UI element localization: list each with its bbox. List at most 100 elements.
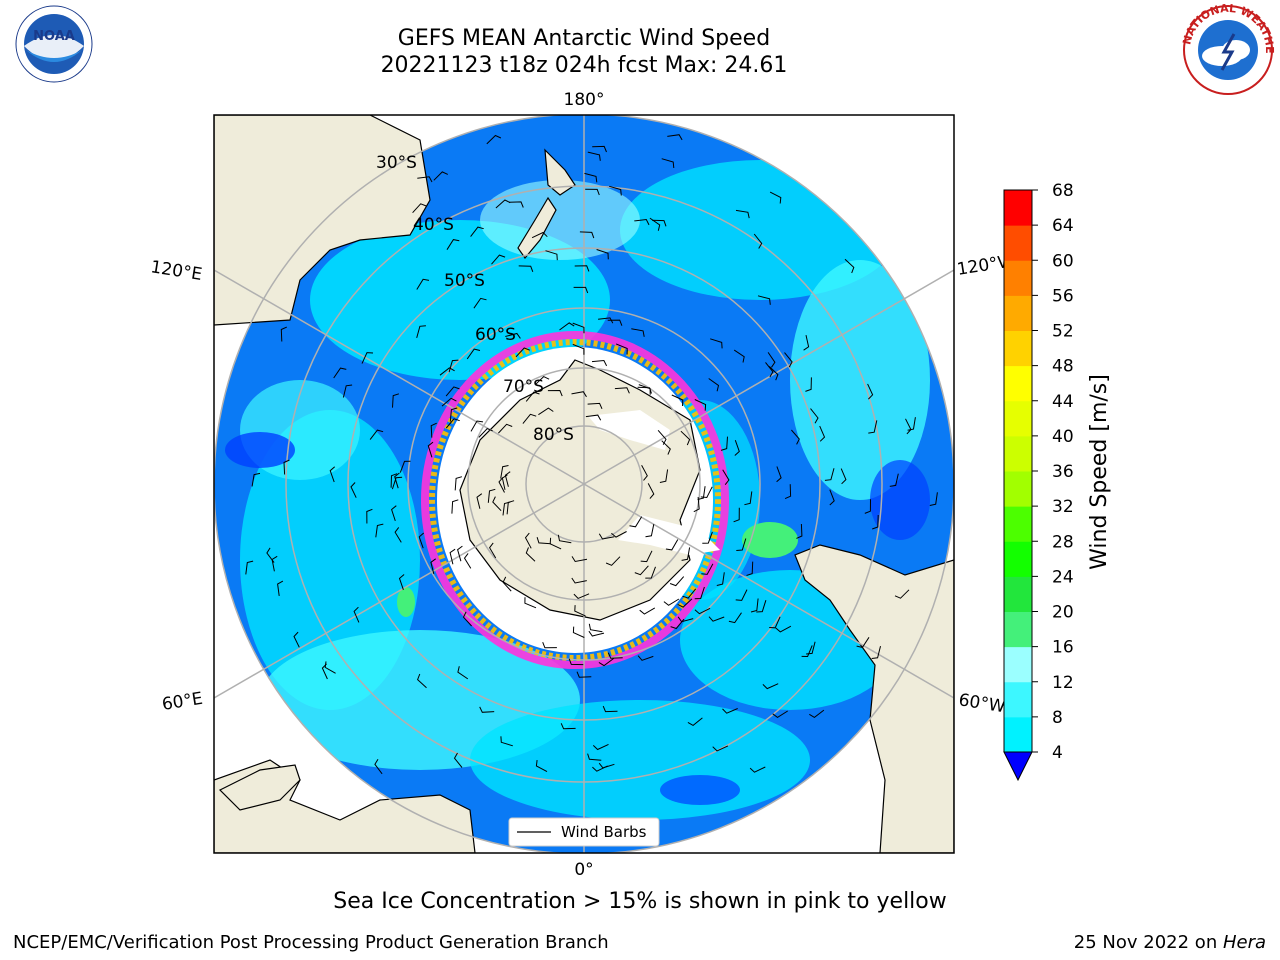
wind-barb bbox=[629, 516, 643, 528]
lat-label-30s: 30°S bbox=[376, 153, 417, 173]
wind-barb bbox=[394, 527, 402, 543]
wind-barb bbox=[542, 642, 557, 649]
wind-barb bbox=[245, 560, 254, 575]
wind-barb bbox=[453, 752, 463, 768]
colorbar-tick-label: 12 bbox=[1052, 673, 1074, 693]
colorbar-segment bbox=[1004, 541, 1032, 577]
wind-barb bbox=[700, 486, 713, 499]
wind-barb bbox=[579, 231, 595, 239]
wind-barb bbox=[534, 375, 550, 386]
wind-barb bbox=[762, 683, 779, 690]
lat-label-70s: 70°S bbox=[503, 377, 544, 397]
wind-barb bbox=[585, 414, 602, 421]
wind-barb bbox=[398, 574, 405, 590]
wind-barb bbox=[416, 278, 430, 290]
wind-barb bbox=[871, 645, 881, 659]
wind-barb bbox=[746, 561, 754, 576]
wind-barb bbox=[449, 548, 456, 565]
wind-barb bbox=[572, 626, 585, 638]
wind-barb bbox=[572, 322, 585, 334]
wind-barb bbox=[757, 295, 771, 305]
wind-barb bbox=[669, 576, 685, 587]
wind-barb bbox=[733, 507, 740, 523]
wind-barb bbox=[571, 556, 588, 563]
wind-barb bbox=[491, 254, 506, 265]
wind-barb bbox=[803, 334, 810, 351]
colorbar-tick-label: 44 bbox=[1052, 392, 1074, 412]
wind-barb bbox=[391, 476, 403, 490]
wind-barb bbox=[735, 209, 750, 219]
nws-logo: NATIONAL WEATHER SERVICE bbox=[1178, 4, 1276, 95]
wind-barb bbox=[525, 391, 540, 402]
wind-barb bbox=[667, 134, 683, 141]
wind-barb bbox=[638, 384, 651, 395]
lat-label-80s: 80°S bbox=[533, 425, 574, 445]
wind-barb bbox=[416, 325, 426, 339]
wind-barb bbox=[585, 188, 600, 196]
wind-barb bbox=[844, 258, 855, 274]
wind-barb bbox=[430, 422, 437, 438]
wind-barb bbox=[598, 533, 615, 540]
wind-barb bbox=[872, 514, 879, 530]
wind-barb bbox=[329, 466, 336, 483]
wind-barb bbox=[536, 537, 551, 545]
colorbar-segment bbox=[1004, 225, 1032, 261]
wind-barb bbox=[710, 338, 723, 349]
wind-barb bbox=[634, 565, 649, 576]
wind-barb bbox=[266, 547, 275, 563]
wind-barb bbox=[680, 430, 691, 446]
lat-label-50s: 50°S bbox=[444, 271, 485, 291]
colorbar-segment bbox=[1004, 646, 1032, 683]
wind-barb bbox=[712, 745, 729, 752]
wind-barb bbox=[324, 661, 336, 674]
colorbar-tick-label: 32 bbox=[1052, 497, 1074, 517]
wind-barb bbox=[765, 362, 774, 378]
wind-barb bbox=[615, 343, 628, 355]
wind-barb bbox=[427, 441, 434, 458]
colorbar-segment bbox=[1004, 611, 1032, 648]
land-masses bbox=[214, 115, 954, 853]
wind-barb bbox=[502, 576, 512, 592]
wind-barb bbox=[492, 496, 502, 512]
colorbar-extend bbox=[1003, 751, 1033, 782]
wind-barb bbox=[735, 589, 748, 601]
wind-barb bbox=[446, 239, 460, 250]
wind-barb bbox=[776, 466, 782, 483]
wind-barb bbox=[518, 265, 534, 272]
wind-barb bbox=[805, 377, 812, 392]
wind-barb bbox=[418, 532, 425, 549]
wind-barb bbox=[693, 497, 700, 513]
wind-barb bbox=[557, 534, 572, 544]
noaa-logo: NOAA bbox=[15, 5, 93, 83]
wind-barb bbox=[907, 417, 916, 431]
colorbar-label: Wind Speed [m/s] bbox=[1087, 374, 1112, 570]
wind-barb bbox=[791, 429, 800, 445]
wind-barb bbox=[476, 493, 483, 509]
wind-barb bbox=[671, 394, 684, 407]
wind-barb bbox=[768, 366, 779, 381]
graticule bbox=[214, 115, 954, 853]
wind-barb bbox=[571, 577, 587, 584]
wind-barb bbox=[641, 465, 648, 481]
footer-host: Hera bbox=[1222, 932, 1266, 953]
wind-barb bbox=[430, 558, 436, 575]
wind-barb bbox=[756, 600, 767, 613]
wind-barb bbox=[559, 322, 575, 331]
wind-barb bbox=[637, 655, 654, 661]
colorbar-tick-label: 16 bbox=[1052, 638, 1074, 658]
wind-barb bbox=[640, 550, 653, 563]
wind-barb bbox=[708, 378, 720, 392]
wind-barb bbox=[448, 359, 459, 373]
wind-barb bbox=[504, 471, 511, 487]
wind-barb bbox=[572, 343, 585, 355]
wind-barb bbox=[573, 286, 589, 294]
wind-barbs bbox=[245, 134, 938, 775]
wind-barb bbox=[753, 233, 763, 249]
wind-barb bbox=[889, 473, 899, 487]
wind-barb bbox=[394, 472, 400, 489]
wind-barb bbox=[694, 399, 707, 411]
wind-barb bbox=[767, 352, 776, 368]
map-legend: Wind Barbs bbox=[508, 817, 660, 847]
wind-barb bbox=[701, 563, 714, 575]
wind-barb bbox=[538, 407, 554, 416]
